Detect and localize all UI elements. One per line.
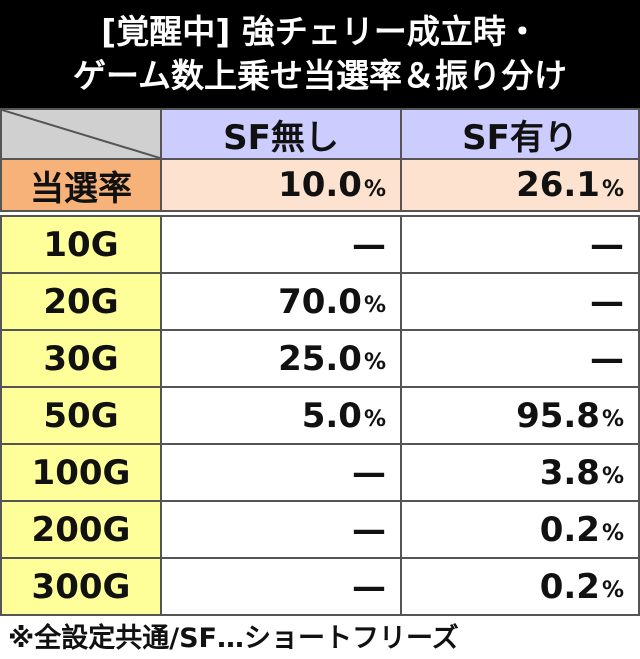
row-label: 20G (0, 272, 162, 331)
row-label-text: 30G (43, 338, 119, 379)
column-header: SF有り (400, 108, 640, 160)
cell-value: 70.0 (278, 281, 362, 322)
cell-unit: % (601, 407, 624, 432)
summary-cell: 26.1% (400, 158, 640, 212)
corner-cell (0, 108, 162, 160)
cell-value: 95.8 (516, 395, 600, 436)
summary-label: 当選率 (0, 158, 162, 212)
data-cell: 0.2% (400, 557, 640, 616)
cell-value: — (590, 224, 624, 265)
data-cell: — (160, 557, 402, 616)
cell-value: 25.0 (278, 338, 362, 379)
row-label-text: 20G (43, 281, 119, 322)
cell-unit: % (363, 407, 386, 432)
row-label: 30G (0, 329, 162, 388)
row-label-text: 10G (43, 224, 119, 265)
data-cell: 70.0% (160, 272, 402, 331)
footer-note: ※全設定共通/SF…ショートフリーズ (8, 623, 459, 654)
title-line: [覚醒中] 強チェリー成立時・ (101, 12, 539, 51)
title-line: ゲーム数上乗せ当選率＆振り分け (72, 56, 567, 95)
diagonal (2, 110, 160, 158)
cell-value: 3.8 (539, 452, 600, 493)
cell-value: — (352, 509, 386, 550)
cell-value: — (590, 281, 624, 322)
data-cell: — (160, 215, 402, 274)
data-cell: 3.8% (400, 443, 640, 502)
row-label-text: 300G (31, 566, 131, 607)
row-label: 100G (0, 443, 162, 502)
row-label-text: 50G (43, 395, 119, 436)
cell-value: — (352, 452, 386, 493)
row-label: 10G (0, 215, 162, 274)
column-header-text: SF無し (223, 117, 339, 158)
data-cell: 25.0% (160, 329, 402, 388)
cell-unit: % (601, 578, 624, 603)
row-label: 300G (0, 557, 162, 616)
column-header: SF無し (160, 108, 402, 160)
cell-unit: % (363, 350, 386, 375)
cell-value: — (352, 566, 386, 607)
cell-value: — (590, 338, 624, 379)
cell-value: 5.0 (301, 395, 362, 436)
row-label: 50G (0, 386, 162, 445)
title: [覚醒中] 強チェリー成立時・ ゲーム数上乗せ当選率＆振り分け (0, 0, 640, 108)
cell-unit: % (363, 176, 386, 202)
data-cell: 5.0% (160, 386, 402, 445)
cell-unit: % (601, 464, 624, 489)
cell-value: — (352, 224, 386, 265)
row-label-text: 100G (31, 452, 131, 493)
cell-value: 0.2 (539, 566, 600, 607)
summary-cell: 10.0% (160, 158, 402, 212)
data-cell: 0.2% (400, 500, 640, 559)
cell-unit: % (363, 293, 386, 318)
row-label-text: 200G (31, 509, 131, 550)
row-label: 200G (0, 500, 162, 559)
data-cell: — (400, 272, 640, 331)
cell-value: 0.2 (539, 509, 600, 550)
data-cell: — (160, 500, 402, 559)
cell-value: 26.1 (516, 165, 600, 205)
cell-unit: % (601, 176, 624, 202)
summary-label-text: 当選率 (30, 168, 132, 209)
data-cell: — (400, 329, 640, 388)
column-header-text: SF有り (462, 117, 578, 158)
cell-unit: % (601, 521, 624, 546)
data-cell: — (160, 443, 402, 502)
cell-value: 10.0 (278, 165, 362, 205)
data-cell: 95.8% (400, 386, 640, 445)
data-cell: — (400, 215, 640, 274)
